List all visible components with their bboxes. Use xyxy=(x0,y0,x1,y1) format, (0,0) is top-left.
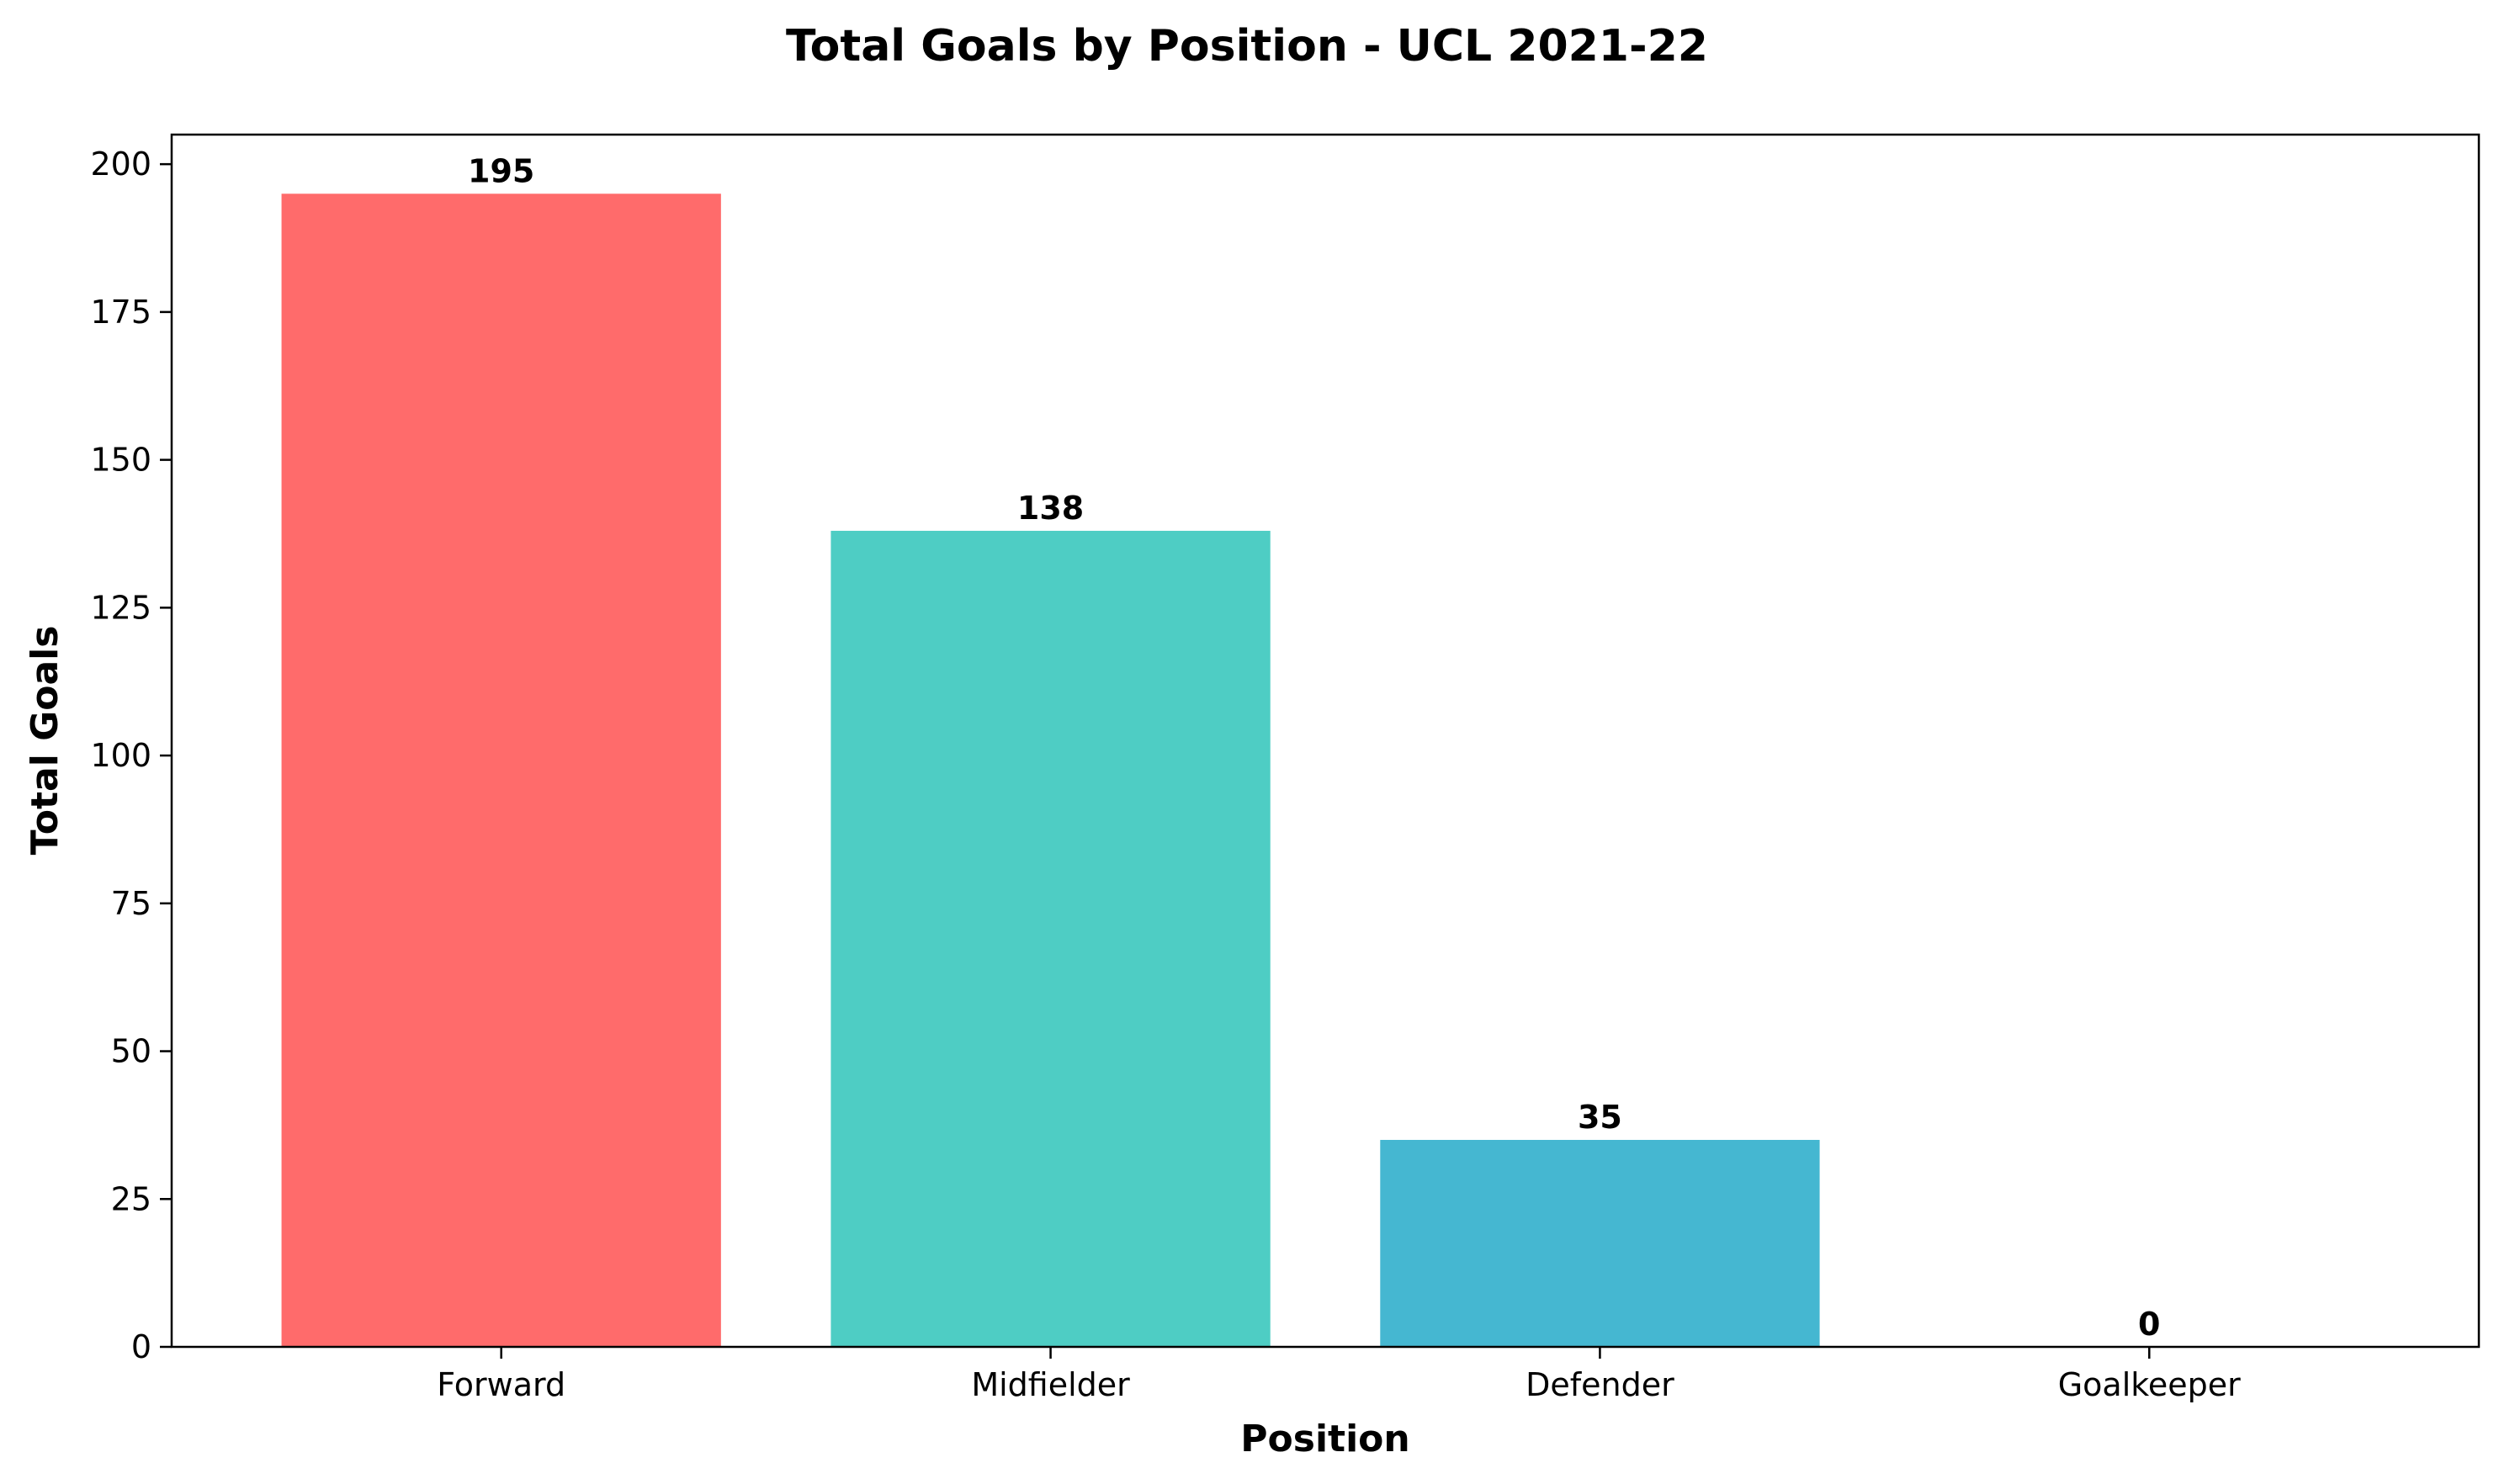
x-tick-label-midfielder: Midfielder xyxy=(971,1366,1130,1403)
y-tick-label-25: 25 xyxy=(111,1180,151,1217)
bar-midfielder xyxy=(830,530,1271,1347)
y-tick-label-175: 175 xyxy=(90,294,151,331)
y-tick-label-100: 100 xyxy=(90,737,151,774)
bars-layer xyxy=(281,193,1820,1347)
chart-title: Total Goals by Position - UCL 2021-22 xyxy=(786,21,1708,72)
y-tick-label-0: 0 xyxy=(131,1328,151,1365)
x-tick-label-defender: Defender xyxy=(1526,1366,1674,1403)
plot-frame xyxy=(170,133,2481,1349)
y-tick-label-75: 75 xyxy=(111,885,151,922)
data-label-midfielder: 138 xyxy=(1017,490,1084,527)
x-tick-label-goalkeeper: Goalkeeper xyxy=(2058,1366,2241,1403)
y-axis: 0 25 50 75 100 125 150 175 200 xyxy=(90,146,172,1365)
y-tick-label-200: 200 xyxy=(90,146,151,183)
x-tick-label-forward: Forward xyxy=(437,1366,565,1403)
data-label-goalkeeper: 0 xyxy=(2138,1306,2160,1343)
y-axis-label: Total Goals xyxy=(24,626,66,856)
x-axis-label: Position xyxy=(1240,1418,1409,1460)
data-label-forward: 195 xyxy=(468,152,534,189)
y-tick-label-50: 50 xyxy=(111,1033,151,1070)
bar-forward xyxy=(281,193,721,1347)
data-labels: 195 138 35 0 xyxy=(468,152,2160,1343)
y-tick-label-150: 150 xyxy=(90,442,151,479)
y-tick-label-125: 125 xyxy=(90,589,151,626)
data-label-defender: 35 xyxy=(1578,1099,1622,1136)
x-axis: Forward Midfielder Defender Goalkeeper xyxy=(437,1347,2241,1403)
bar-defender xyxy=(1380,1139,1820,1347)
